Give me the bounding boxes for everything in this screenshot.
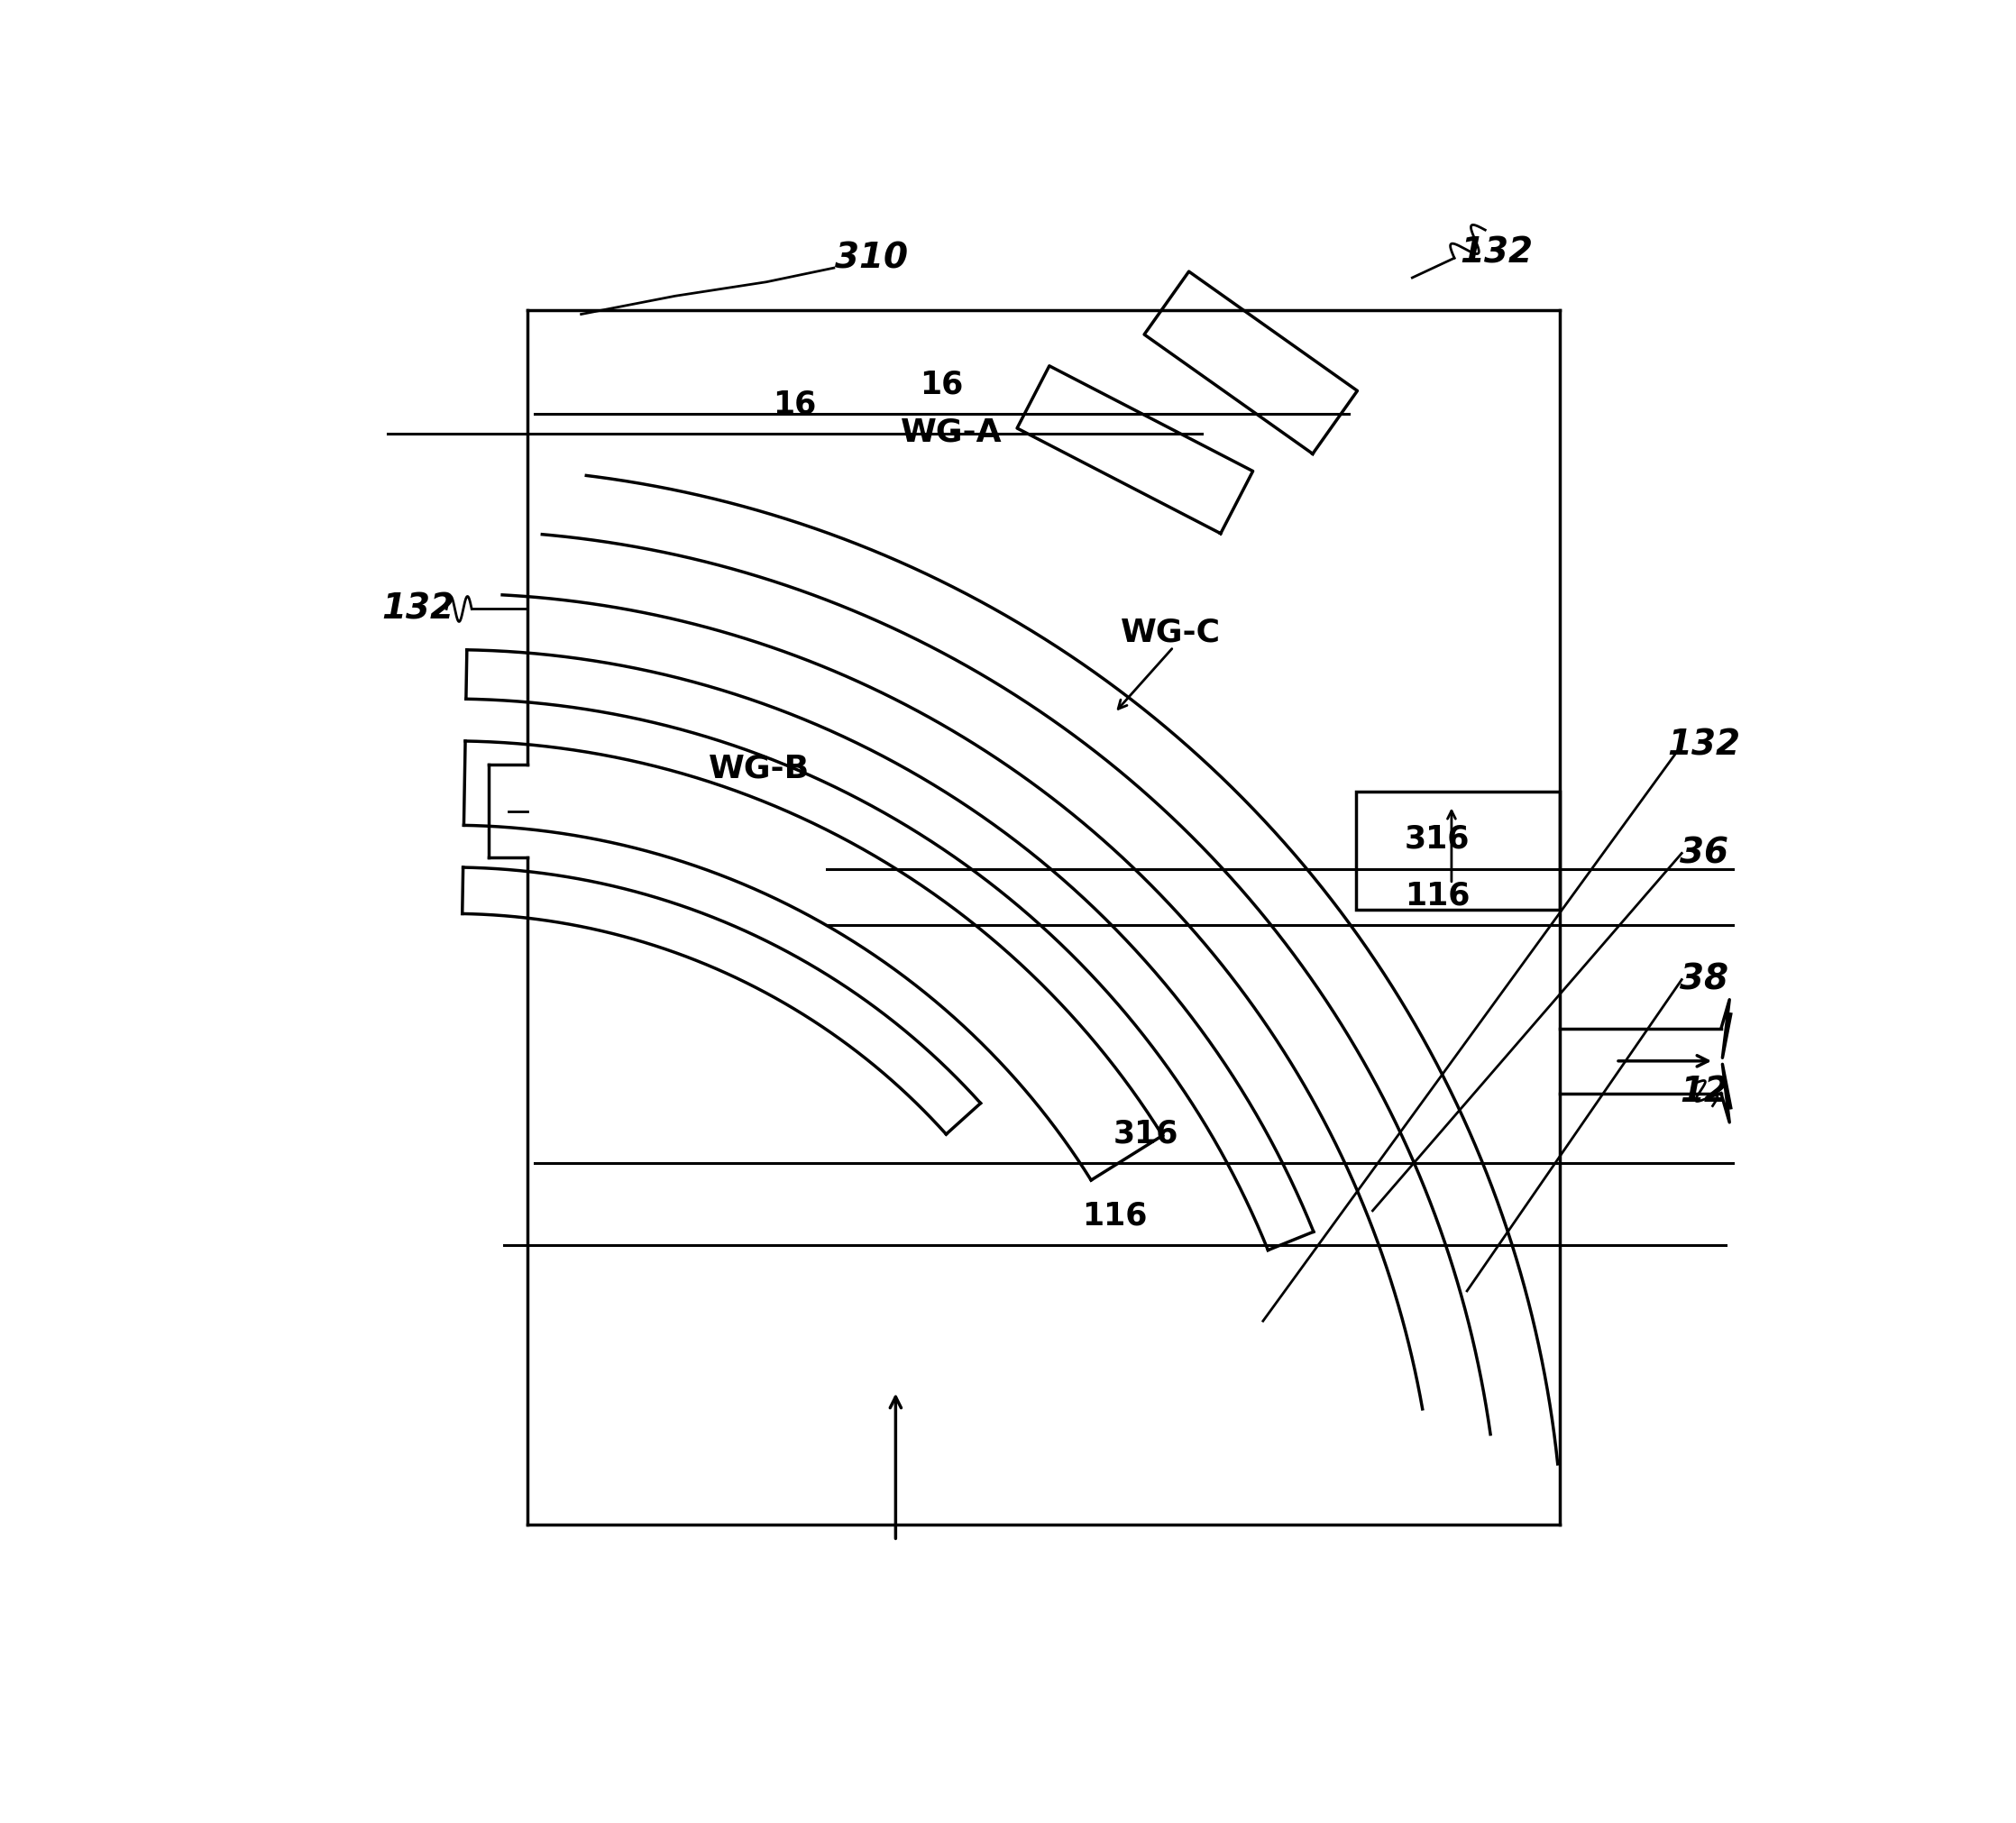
Text: 36: 36 [1679, 837, 1728, 870]
Text: 116: 116 [1405, 881, 1470, 912]
Text: 316: 316 [1113, 1119, 1177, 1148]
Text: WG-B: WG-B [710, 753, 810, 784]
Text: 16: 16 [919, 368, 964, 399]
Text: 116: 116 [1083, 1200, 1147, 1231]
Text: 38: 38 [1679, 963, 1728, 997]
Text: 132: 132 [1460, 235, 1532, 270]
Text: 310: 310 [835, 241, 909, 275]
Bar [1357, 791, 1560, 910]
Text: 316: 316 [1405, 824, 1470, 855]
Text: WG-C: WG-C [1121, 618, 1222, 649]
Text: WG-A: WG-A [901, 417, 1002, 447]
Text: 16: 16 [772, 388, 816, 419]
Text: 132: 132 [381, 592, 456, 625]
Text: 12: 12 [1679, 1076, 1728, 1108]
Text: 132: 132 [1667, 727, 1740, 762]
